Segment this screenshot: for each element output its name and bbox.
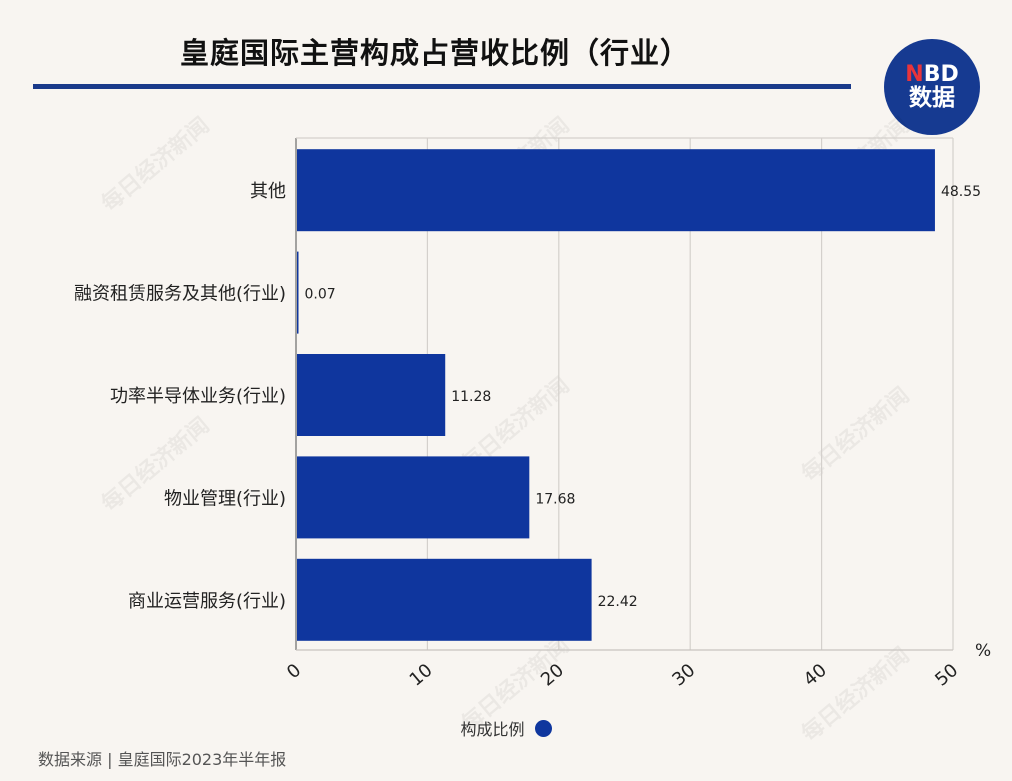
bar-value-label: 0.07: [305, 287, 336, 303]
x-axis-unit: %: [975, 641, 991, 661]
bar-value-label: 48.55: [941, 184, 981, 200]
watermark-text: 每日经济新闻: [97, 112, 215, 217]
bar[interactable]: [297, 354, 446, 436]
bar-value-label: 11.28: [451, 389, 491, 405]
x-tick-label: 40: [800, 660, 831, 691]
x-tick-label: 50: [931, 660, 962, 691]
bar[interactable]: [297, 558, 592, 641]
bar-value-label: 17.68: [535, 491, 575, 507]
logo-bottom-text: 数据: [909, 85, 955, 112]
category-label: 商业运营服务(行业): [128, 591, 286, 612]
legend[interactable]: 构成比例: [0, 716, 1012, 740]
legend-label: 构成比例: [460, 720, 525, 739]
logo-n: N: [905, 62, 924, 88]
x-tick-label: 30: [668, 660, 699, 691]
title-underline: [33, 84, 851, 89]
legend-marker-icon: [534, 719, 552, 737]
logo-top-text: NBD: [905, 63, 958, 86]
source-note: 数据来源 | 皇庭国际2023年半年报: [38, 750, 287, 769]
watermark-text: 每日经济新闻: [797, 382, 915, 487]
bar-value-label: 22.42: [598, 594, 638, 610]
bar[interactable]: [297, 251, 299, 334]
nbd-logo: NBD 数据: [884, 39, 980, 135]
bar[interactable]: [297, 149, 935, 232]
chart-title: 皇庭国际主营构成占营收比例（行业）: [179, 36, 690, 70]
logo-bd: BD: [923, 62, 959, 88]
category-label: 其他: [250, 181, 286, 202]
category-label: 物业管理(行业): [164, 488, 286, 509]
category-label: 功率半导体业务(行业): [110, 386, 286, 407]
category-label: 融资租赁服务及其他(行业): [74, 284, 286, 305]
x-tick-label: 10: [406, 660, 437, 691]
x-tick-label: 0: [283, 660, 305, 683]
bar[interactable]: [297, 456, 530, 539]
